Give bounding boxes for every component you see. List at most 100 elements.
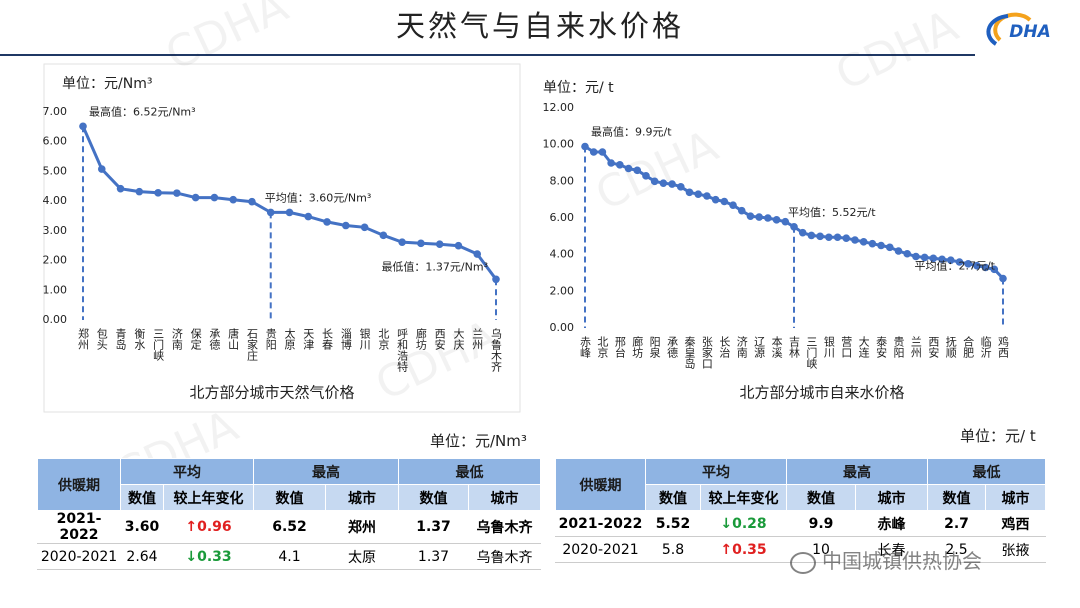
logo-arc: [986, 14, 1009, 46]
data-row: 2021-2022 3.60 ↑0.96 6.52 郑州 1.37 乌鲁木齐: [37, 510, 541, 544]
data-point: [581, 142, 589, 151]
cell: 5.8: [645, 536, 701, 563]
group-row: 供暖期 平均 最高 最低: [555, 458, 1046, 511]
data-point: [607, 159, 615, 167]
data-point: [210, 193, 219, 202]
data-row: 2020-2021 5.8 ↑0.35 10 长春 2.5 张掖: [555, 536, 1046, 563]
x-tick-label: 包头: [95, 328, 108, 350]
data-table: 供暖期 平均 最高 最低 数值 较上年变化 数值 城市 数值 城市 2021-2022 5.52 ↓0.…: [555, 458, 1046, 563]
x-tick-label: 北京: [596, 336, 609, 359]
cell: 鸡西: [985, 510, 1046, 537]
cell: ↓0.28: [700, 510, 787, 537]
subheader: 较上年变化: [700, 484, 787, 511]
x-tick-label: 廊坊: [414, 327, 427, 350]
group-row: 供暖期 平均 最高 最低: [37, 458, 541, 511]
data-point: [877, 241, 885, 250]
cell: 赤峰: [855, 510, 928, 537]
data-point: [668, 180, 676, 188]
annotation: 最高值：6.52元/Nm³: [89, 104, 196, 118]
cell: ↓0.33: [163, 543, 254, 570]
cell: 5.52: [645, 510, 701, 537]
chart-title: 北方部分城市天然气价格: [189, 384, 354, 402]
y-tick-label: 4.00: [43, 194, 68, 207]
subheader-row: 数值 较上年变化 数值 城市 数值 城市: [556, 484, 1046, 511]
x-tick-label: 临沂: [979, 335, 992, 358]
x-tick-label: 济南: [170, 327, 183, 350]
data-point: [955, 258, 964, 266]
x-tick-label: 天津: [302, 328, 315, 350]
x-tick-label: 三门峡: [152, 328, 165, 361]
data-point: [360, 223, 369, 232]
data-point: [659, 179, 668, 187]
data-point: [746, 212, 755, 220]
slide-title: 天然气与自来水价格: [396, 9, 684, 43]
x-tick-label: 合肥: [962, 335, 975, 358]
data-point: [229, 195, 237, 204]
data-point: [79, 122, 87, 131]
y-tick-label: 6.00: [550, 211, 575, 224]
cell: 3.60: [120, 510, 164, 544]
cell: 6.52: [253, 510, 326, 544]
x-tick-label: 张家口: [700, 336, 713, 369]
subheader: 数值: [398, 484, 469, 511]
data-point: [342, 221, 350, 230]
group-header: 供暖期: [555, 458, 646, 511]
y-tick-label: 4.00: [550, 248, 575, 261]
x-tick-label: 太原: [283, 328, 296, 350]
x-tick-label: 鸡西: [997, 335, 1010, 358]
wechat-icon: [790, 551, 816, 574]
cell: 2.5: [927, 536, 986, 563]
y-tick-label: 5.00: [43, 164, 68, 177]
group-header: 最高: [786, 458, 928, 485]
x-tick-label: 西安: [433, 328, 446, 351]
y-tick-label: 8.00: [550, 174, 575, 187]
x-tick-label: 承德: [208, 328, 221, 351]
x-tick-label: 承德: [666, 336, 679, 359]
x-tick-label: 赤峰: [579, 336, 592, 358]
data-point: [473, 250, 482, 258]
data-point: [154, 189, 162, 197]
x-tick-label: 北京: [377, 328, 390, 351]
watermark: CDHA: [828, 1, 965, 101]
y-tick-label: 10.00: [543, 138, 575, 151]
x-tick-label: 衡水: [133, 328, 146, 350]
data-point: [798, 228, 807, 237]
data-point: [859, 238, 868, 246]
footer-text: 中国城镇供热协会: [822, 549, 982, 573]
data-point: [598, 148, 607, 156]
data-point: [417, 239, 425, 248]
data-point: [729, 201, 737, 209]
data-point: [938, 255, 946, 264]
annotation: 平均值：3.60元/Nm³: [265, 191, 372, 204]
group-header: 最低: [927, 458, 1046, 485]
data-point: [851, 236, 859, 244]
data-point: [323, 218, 331, 226]
x-tick-label: 兰州: [909, 336, 922, 358]
x-tick-label: 兰州: [471, 328, 484, 350]
data-point: [764, 214, 772, 222]
data-point: [990, 265, 999, 274]
data-point: [772, 216, 781, 224]
data-point: [435, 240, 444, 249]
subheader: 数值: [927, 484, 986, 511]
data-point: [633, 166, 642, 175]
x-tick-label: 贵阳: [892, 336, 905, 358]
data-point: [703, 192, 711, 200]
data-point: [981, 263, 990, 272]
x-tick-label: 秦皇岛: [683, 335, 696, 370]
data-point: [755, 213, 763, 221]
annotation: 平均值：5.52元/t: [788, 206, 876, 219]
cell: 2021-2022: [37, 510, 121, 544]
data-point: [135, 187, 144, 196]
x-tick-label: 营口: [840, 335, 853, 358]
data-point: [97, 165, 106, 173]
x-tick-label: 银川: [358, 327, 371, 350]
annotation: 最高值：9.9元/t: [591, 125, 672, 139]
data-point: [616, 161, 624, 169]
cell: 2021-2022: [555, 510, 646, 537]
subheader: 数值: [786, 484, 856, 511]
x-tick-label: 廊坊: [631, 335, 644, 358]
data-point: [398, 238, 406, 246]
x-tick-label: 长春: [321, 328, 334, 351]
